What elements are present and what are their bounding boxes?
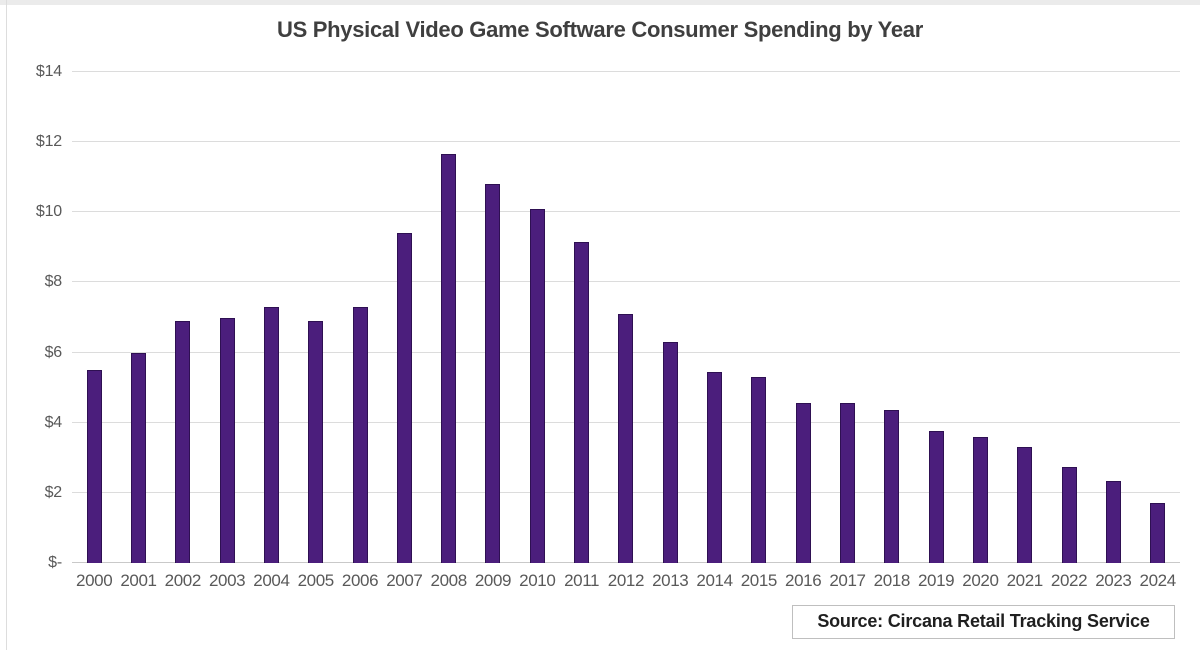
bar-slot-2004 [249,72,293,563]
x-tick-label: 2002 [164,571,202,590]
bar-slot-2016 [781,72,825,563]
bar-2005 [308,321,324,563]
bar-2002 [175,321,191,563]
x-tick-label: 2024 [1139,571,1177,590]
plot-area [72,71,1180,563]
bar-2006 [352,306,368,563]
bar-slot-2021 [1003,72,1047,563]
y-tick-label: $2 [44,483,63,501]
bar-slot-2006 [338,72,382,563]
bar-slot-2008 [427,72,471,563]
bar-slot-2010 [515,72,559,563]
x-tick-label: 2015 [740,571,778,590]
x-tick-label: 2023 [1095,571,1132,590]
gridline-8 [72,281,1180,283]
bar-slot-2005 [294,72,338,563]
bar-2008 [441,154,457,563]
bar-2019 [928,431,944,563]
y-tick-label: $6 [44,343,63,361]
x-tick-label: 2021 [1006,571,1044,590]
bar-2012 [618,314,634,563]
bar-2022 [1061,466,1077,563]
bar-slot-2019 [914,72,958,563]
y-tick-label: $4 [44,413,63,431]
x-tick-label: 2000 [76,571,113,590]
bar-slot-2018 [870,72,914,563]
x-tick-label: 2014 [696,571,733,590]
x-axis-labels: 2000 2001 2002 2003 2004 2005 2006 2007 2008 2009… [72,571,1180,591]
bar-slot-2009 [471,72,515,563]
bar-slot-2015 [737,72,781,563]
x-tick-label: 2018 [873,571,911,590]
bar-2018 [884,410,900,563]
bar-2001 [130,352,146,563]
gridline-10 [72,211,1180,213]
x-tick-label: 2012 [607,571,645,590]
bar-2015 [751,377,767,563]
bar-series [72,72,1180,563]
bar-slot-2020 [958,72,1002,563]
bar-slot-2024 [1136,72,1180,563]
y-tick-label: $14 [35,63,62,80]
x-tick-label: 2008 [430,571,468,590]
x-tick-label: 2009 [474,571,512,590]
window-left-edge [6,0,7,650]
y-tick-label: $- [48,554,62,571]
bar-2020 [972,436,988,563]
bar-slot-2002 [161,72,205,563]
bar-2013 [662,342,678,563]
bar-2024 [1150,503,1166,563]
bar-2017 [839,403,855,563]
x-tick-label: 2010 [519,571,556,590]
x-tick-label: 2003 [208,571,246,590]
bar-slot-2023 [1091,72,1135,563]
bar-slot-2011 [559,72,603,563]
source-note: Source: Circana Retail Tracking Service [792,605,1175,639]
gridline-14 [72,71,1180,72]
bar-slot-2003 [205,72,249,563]
bar-slot-2014 [692,72,736,563]
chart-title: US Physical Video Game Software Consumer… [277,17,923,42]
bar-2000 [86,370,102,563]
bar-2011 [574,242,590,563]
y-tick-label: $8 [44,273,63,291]
bar-2021 [1017,447,1033,563]
bar-2023 [1105,480,1121,563]
x-tick-label: 2017 [829,571,866,590]
y-axis-labels: $- $2 $4 $6 $8 $10 $12 $14 [0,63,63,571]
bar-2014 [707,371,723,563]
x-tick-label: 2005 [297,571,335,590]
x-tick-label: 2013 [652,571,689,590]
bar-2003 [219,317,235,563]
x-tick-label: 2020 [962,571,999,590]
bar-2004 [263,306,279,563]
y-tick-label: $12 [35,133,62,151]
bar-slot-2000 [72,72,116,563]
bar-slot-2013 [648,72,692,563]
bar-slot-2007 [382,72,426,563]
bar-slot-2022 [1047,72,1091,563]
y-tick-label: $10 [35,203,62,221]
x-tick-label: 2019 [917,571,955,590]
x-tick-label: 2007 [386,571,423,590]
x-tick-label: 2004 [253,571,290,590]
bar-2010 [529,208,545,563]
x-tick-label: 2006 [341,571,379,590]
bar-2016 [795,403,811,563]
x-tick-label: 2001 [120,571,157,590]
bar-2009 [485,184,501,563]
window-top-edge [0,0,1200,5]
x-tick-label: 2022 [1050,571,1088,590]
bar-slot-2017 [825,72,869,563]
gridline-12 [72,141,1180,143]
x-tick-label: 2016 [785,571,822,590]
bar-slot-2001 [116,72,160,563]
bar-2007 [396,233,412,563]
bar-slot-2012 [604,72,648,563]
x-tick-label: 2011 [564,571,600,590]
